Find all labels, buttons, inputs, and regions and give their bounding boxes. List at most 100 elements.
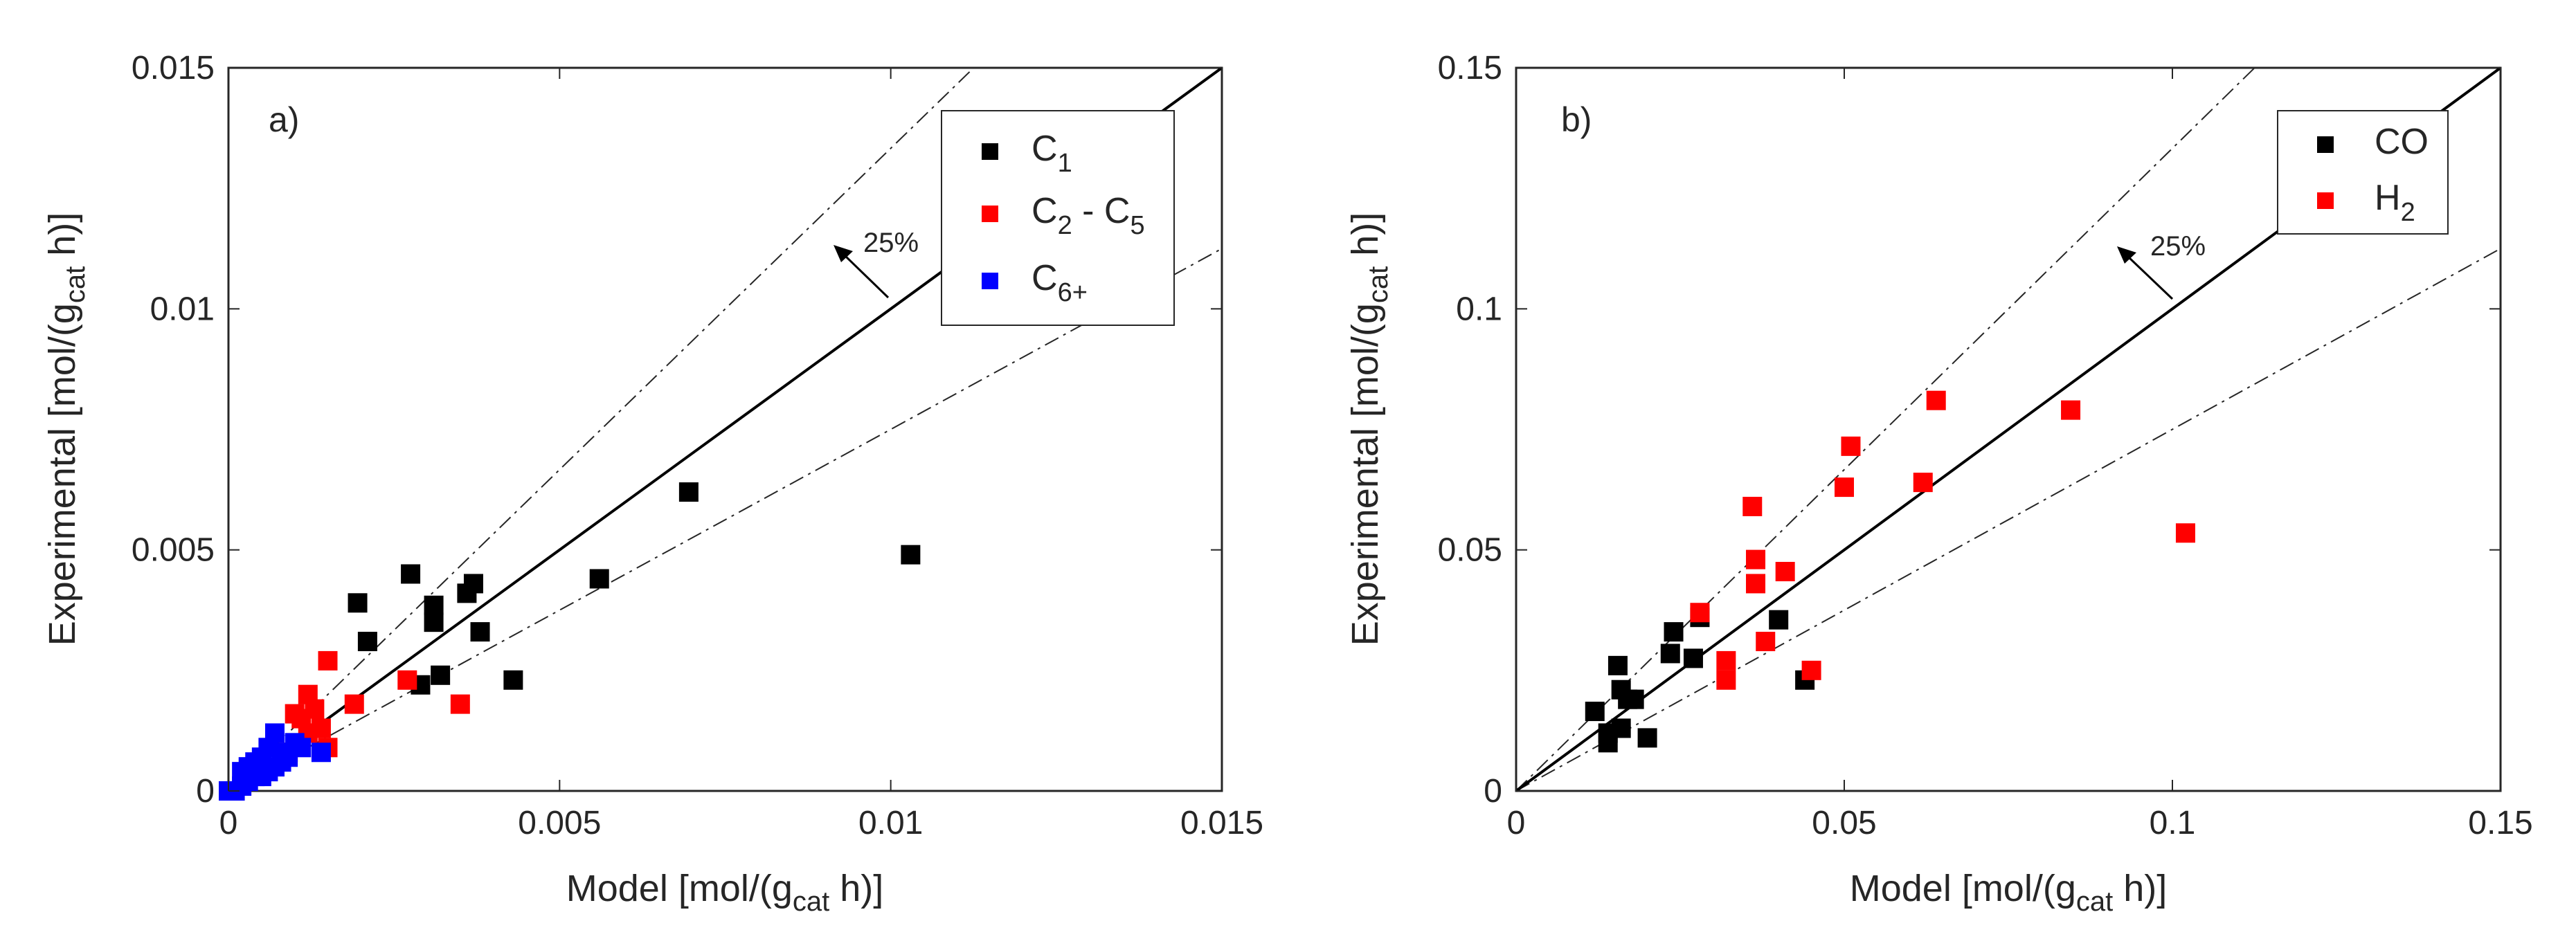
x-tick-label: 0 (219, 805, 238, 841)
panel-b-xlabel-sub: cat (2076, 886, 2113, 917)
data-point-c6 (264, 723, 285, 743)
data-point-co (1607, 655, 1628, 675)
panel-a-data-points (219, 482, 921, 801)
panel-b-letter: b) (1561, 100, 1592, 139)
panel-b-x-tick-labels: 0 0.05 0.1 0.15 (1507, 805, 2533, 841)
panel-a-ticks (228, 67, 1223, 792)
legend-marker-h2 (2317, 192, 2334, 209)
panel-b-legend: CO H2 (2277, 110, 2449, 235)
data-point-co (1769, 610, 1789, 630)
panel-a-letter: a) (269, 100, 299, 139)
x-tick-label: 0 (1507, 805, 1526, 841)
data-point-c1 (431, 665, 451, 685)
x-tick-label: 0.015 (1180, 805, 1263, 841)
panel-a-y-tick-labels: 0 0.005 0.01 0.015 (132, 50, 215, 810)
panel-a-ylabel-main: Experimental [mol/(g (42, 303, 83, 646)
x-tick-label: 0.01 (858, 805, 923, 841)
data-point-co (1683, 648, 1703, 668)
data-point-h2 (1716, 670, 1736, 690)
data-point-co (1664, 622, 1684, 642)
legend-c1-sub: 1 (1058, 149, 1072, 178)
panel-a-arrow-annotation: 25% (834, 228, 919, 299)
data-point-h2 (1835, 477, 1854, 498)
legend-entry-c2-c5: C2 - C5 (1032, 191, 1145, 240)
data-point-c1 (348, 593, 368, 613)
data-point-c1 (424, 612, 444, 632)
data-point-h2 (2061, 400, 2081, 420)
data-point-c1 (678, 482, 699, 502)
data-point-h2 (2175, 523, 2195, 543)
data-point-c1 (401, 564, 421, 584)
data-point-co (1624, 689, 1644, 709)
data-point-c1 (357, 632, 377, 652)
data-point-c2-c5 (450, 694, 470, 714)
y-tick-label: 0.01 (150, 291, 215, 327)
panel-b-xlabel-tail: h)] (2113, 868, 2167, 909)
data-point-h2 (1690, 603, 1710, 623)
panel-b-xlabel-main: Model [mol/(g (1850, 868, 2076, 909)
panel-b-ylabel-sub: cat (1363, 266, 1394, 303)
x-tick-label: 0.15 (2468, 805, 2532, 841)
y-tick-label: 0 (196, 773, 215, 810)
legend-entry-h2: H2 (2375, 178, 2415, 227)
panel-a-legend: C1 C2 - C5 C6+ (941, 110, 1175, 326)
data-point-h2 (1746, 574, 1766, 594)
panel-a-chart: 0 0.005 0.01 0.015 0 0.005 0.01 0.015 a) 25% C… (42, 50, 1263, 917)
data-point-h2 (1841, 436, 1861, 456)
data-point-h2 (1756, 632, 1776, 652)
legend-c2-sub: 2 (1058, 211, 1072, 240)
data-point-c6 (232, 762, 252, 782)
panel-a-arrow-shaft (843, 253, 890, 299)
panel-a-x-axis-label: Model [mol/(gcat h)] (566, 868, 884, 917)
panel-b-y-tick-labels: 0 0.05 0.1 0.15 (1438, 50, 1502, 810)
legend-marker-c2-c5 (982, 206, 998, 222)
panel-a-arrow-label: 25% (863, 228, 919, 258)
legend-c1-main: C (1032, 129, 1058, 169)
data-point-h2 (1926, 390, 1946, 410)
legend-h2-sub: 2 (2401, 198, 2415, 227)
data-point-h2 (1801, 660, 1821, 680)
data-point-c1 (470, 622, 490, 642)
x-tick-label: 0.005 (518, 805, 601, 841)
x-tick-label: 0.1 (2150, 805, 2196, 841)
y-tick-label: 0 (1484, 773, 1502, 810)
data-point-c1 (457, 583, 477, 603)
data-point-c6 (271, 752, 291, 772)
data-point-co (1660, 644, 1680, 664)
panel-a-upper-25pct-line (228, 67, 975, 792)
legend-entry-co: CO (2375, 122, 2429, 162)
panel-b-arrow-label: 25% (2150, 231, 2206, 262)
data-point-co (1611, 718, 1631, 738)
panel-a-x-tick-labels: 0 0.005 0.01 0.015 (219, 805, 1263, 841)
data-point-c1 (503, 670, 523, 690)
x-tick-label: 0.05 (1812, 805, 1876, 841)
data-point-h2 (1746, 549, 1766, 569)
panel-b-arrow-head (2117, 246, 2136, 264)
panel-b-legend-box (2277, 110, 2449, 235)
data-point-co (1637, 728, 1657, 748)
legend-marker-c6plus (982, 273, 998, 289)
panel-a-arrow-head (834, 245, 853, 262)
panel-a-ylabel-sub: cat (60, 266, 91, 303)
panel-a-legend-box (941, 110, 1175, 326)
panel-b-ylabel-main: Experimental [mol/(g (1344, 303, 1386, 646)
legend-marker-co (2317, 136, 2334, 153)
y-tick-label: 0.15 (1438, 50, 1502, 86)
panel-b-arrow-shaft (2126, 255, 2174, 300)
panel-a-xlabel-main: Model [mol/(g (566, 868, 793, 909)
panel-a-y-axis-label: Experimental [mol/(gcat h)] (42, 212, 91, 646)
panel-a-ylabel-tail: h)] (42, 212, 83, 266)
data-point-h2 (1775, 562, 1795, 582)
y-tick-label: 0.05 (1438, 532, 1502, 569)
legend-c5-sub: 5 (1130, 211, 1144, 240)
panel-a-xlabel-tail: h)] (829, 868, 883, 909)
panel-a-lower-25pct-line (228, 248, 1223, 792)
data-point-h2 (1913, 473, 1933, 493)
panel-b-arrow-annotation: 25% (2117, 231, 2206, 300)
data-point-h2 (1742, 496, 1763, 516)
data-point-c6 (291, 738, 312, 758)
data-point-c6 (311, 742, 331, 763)
legend-c6-main: C (1032, 258, 1058, 298)
data-point-co (1585, 702, 1605, 722)
legend-c6-sub: 6+ (1058, 278, 1088, 307)
